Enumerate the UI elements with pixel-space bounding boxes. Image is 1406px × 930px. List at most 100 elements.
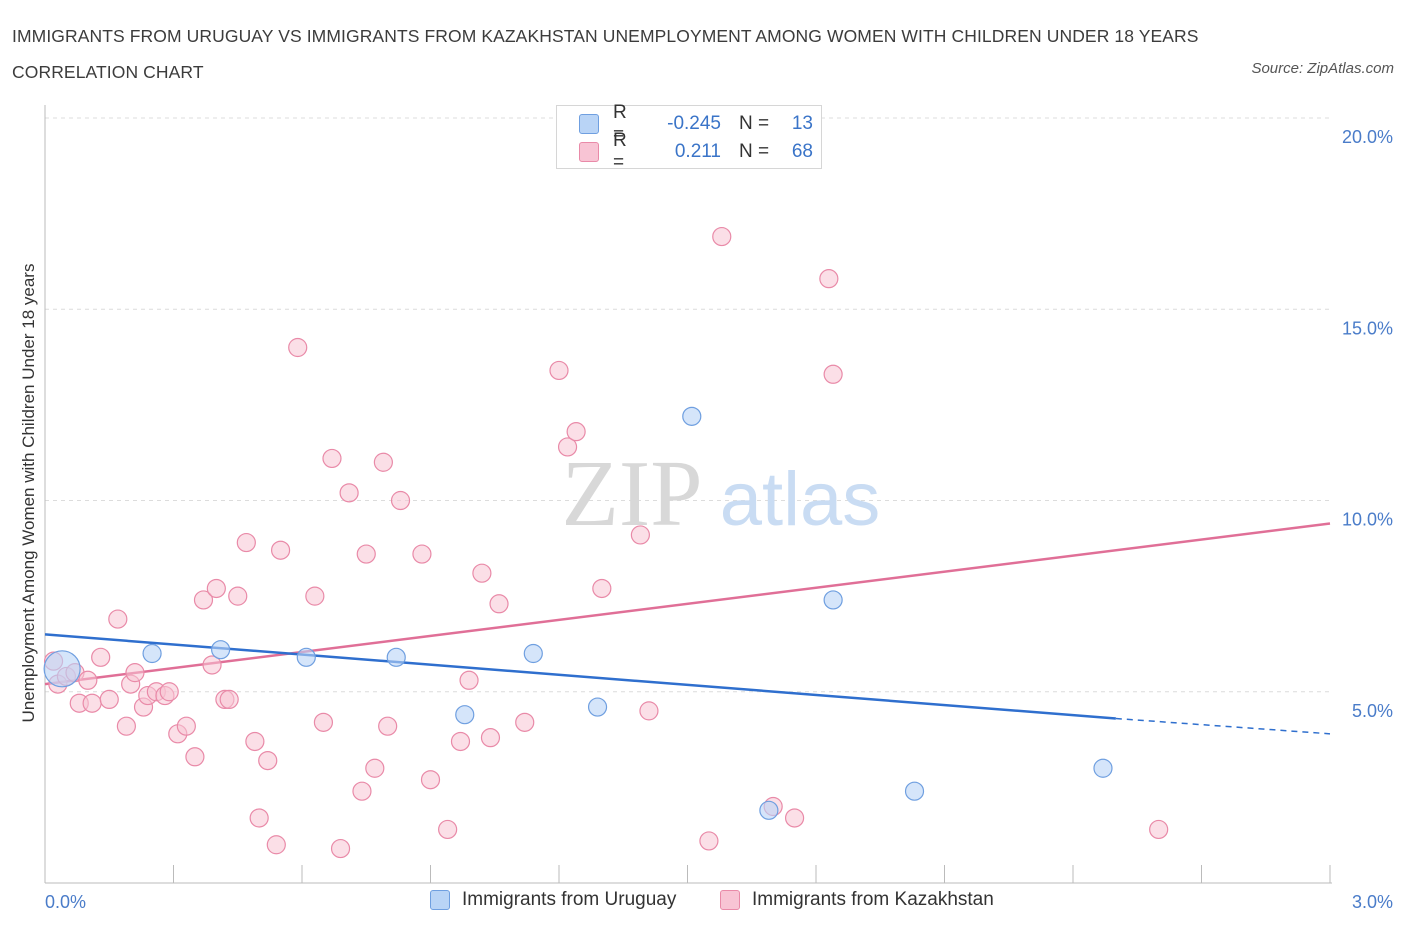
kazakhstan-point — [489, 594, 509, 614]
y-tick-label: 20.0% — [1342, 127, 1393, 147]
kazakhstan-point — [82, 693, 102, 713]
kazakhstan-point — [373, 452, 393, 472]
kazakhstan-point — [549, 360, 569, 381]
kazakhstan-point — [557, 437, 578, 457]
kazakhstan-point — [412, 544, 432, 564]
kazakhstan-point — [639, 701, 659, 721]
r-label: R = — [613, 102, 627, 145]
n-value: 68 — [791, 141, 813, 162]
tick-labels: 5.0% 10.0% 15.0% 20.0% 0.0% 3.0% — [45, 127, 1393, 912]
r-value: -0.245 — [667, 113, 721, 134]
legend-row-uruguay: R = -0.245 N = 13 — [579, 102, 813, 145]
uruguay-point — [682, 406, 702, 426]
bottom-legend-uruguay-label: Immigrants from Uruguay — [462, 889, 677, 910]
kazakhstan-point — [515, 712, 535, 732]
watermark-zip: ZIP — [562, 442, 703, 546]
uruguay-point — [823, 590, 843, 610]
kazakhstan-point — [176, 716, 196, 736]
kazakhstan-point — [228, 586, 248, 606]
kazakhstan-point — [472, 563, 492, 583]
n-label: N = — [739, 141, 770, 162]
kazakhstan-point — [108, 609, 128, 629]
y-tick-label: 10.0% — [1342, 510, 1393, 530]
kazakhstan-point — [258, 750, 278, 771]
kazakhstan-point — [99, 689, 119, 710]
uruguay-trend-line — [44, 633, 1116, 720]
kazakhstan-trend-line — [44, 522, 1331, 686]
watermark-atlas: atlas — [720, 457, 881, 542]
kazakhstan-point — [125, 663, 145, 683]
kazakhstan-point — [91, 647, 111, 667]
kazakhstan-point — [1149, 819, 1169, 840]
kazakhstan-point — [566, 422, 586, 442]
r-value: 0.211 — [674, 141, 721, 162]
kazakhstan-point — [823, 364, 843, 384]
uruguay-swatch — [579, 114, 599, 134]
kazakhstan-point — [459, 670, 479, 690]
uruguay-point — [142, 643, 162, 664]
y-tick-label: 5.0% — [1352, 701, 1393, 721]
n-label: N = — [739, 113, 770, 134]
kazakhstan-point — [322, 448, 342, 469]
kazakhstan-swatch — [720, 890, 740, 910]
kazakhstan-point — [270, 540, 291, 560]
kazakhstan-point — [712, 226, 732, 247]
kazakhstan-point — [219, 689, 239, 710]
uruguay-point — [587, 697, 608, 717]
kazakhstan-point — [420, 770, 441, 790]
kazakhstan-point — [480, 728, 501, 748]
kazakhstan-point — [159, 682, 179, 702]
kazakhstan-point — [206, 578, 226, 599]
kazakhstan-point — [193, 590, 214, 610]
kazakhstan-point — [78, 670, 98, 690]
kazakhstan-point — [185, 747, 205, 767]
r-label: R = — [613, 130, 627, 173]
x-tick-label: 3.0% — [1352, 892, 1393, 912]
kazakhstan-swatch — [579, 142, 599, 162]
n-value: 13 — [791, 113, 813, 134]
y-axis-label: Unemployment Among Women with Children U… — [19, 264, 38, 723]
kazakhstan-point — [450, 731, 471, 752]
uruguay-point — [455, 705, 475, 725]
uruguay-point — [211, 640, 231, 660]
kazakhstan-point — [592, 578, 612, 599]
uruguay-point — [386, 647, 406, 667]
legend-row-kazakhstan: R = 0.211 N = 68 — [579, 130, 813, 173]
kazakhstan-point — [266, 835, 286, 855]
kazakhstan-point — [202, 655, 222, 675]
kazakhstan-point — [438, 819, 458, 840]
x-tick-label: 0.0% — [45, 892, 86, 912]
kazakhstan-point — [352, 781, 372, 801]
uruguay-point — [523, 643, 543, 664]
bottom-legend-kazakhstan: Immigrants from Kazakhstan — [720, 889, 994, 911]
data-points — [43, 226, 1169, 859]
uruguay-point — [904, 781, 925, 801]
kazakhstan-point — [699, 831, 719, 851]
kazakhstan-point — [330, 838, 351, 859]
uruguay-trend-extension — [1115, 717, 1331, 735]
uruguay-swatch — [430, 890, 450, 910]
kazakhstan-point — [819, 269, 839, 289]
uruguay-point — [1093, 758, 1113, 778]
kazakhstan-point — [236, 532, 256, 553]
uruguay-point — [759, 800, 779, 820]
uruguay-point — [43, 650, 81, 688]
kazakhstan-point — [116, 716, 136, 736]
kazakhstan-point — [313, 712, 334, 732]
uruguay-point — [296, 647, 316, 667]
bottom-legend-uruguay: Immigrants from Uruguay — [430, 889, 676, 911]
kazakhstan-point — [390, 490, 411, 511]
kazakhstan-point — [784, 808, 805, 828]
kazakhstan-point — [245, 731, 265, 752]
kazakhstan-point — [630, 525, 650, 545]
kazakhstan-point — [356, 544, 376, 564]
axes — [44, 105, 1332, 884]
kazakhstan-point — [365, 758, 385, 778]
kazakhstan-point — [339, 483, 359, 503]
source-label: Source: ZipAtlas.com — [1251, 60, 1394, 77]
y-tick-label: 15.0% — [1342, 318, 1393, 338]
kazakhstan-point — [305, 586, 325, 606]
kazakhstan-point — [249, 808, 269, 828]
bottom-legend-kazakhstan-label: Immigrants from Kazakhstan — [752, 889, 994, 910]
